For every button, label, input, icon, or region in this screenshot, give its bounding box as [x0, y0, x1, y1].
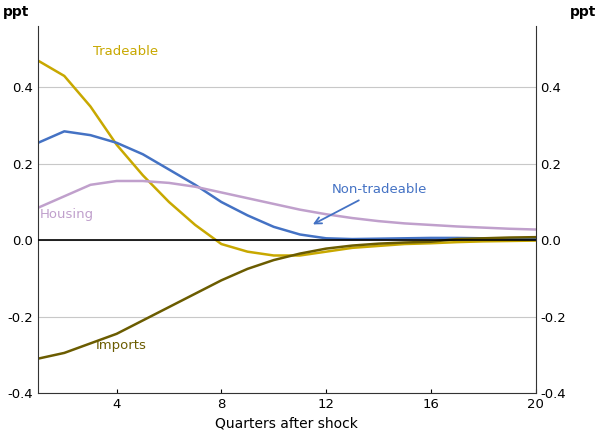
Text: Non-tradeable: Non-tradeable: [314, 183, 427, 224]
Text: Tradeable: Tradeable: [93, 45, 158, 58]
Text: Housing: Housing: [40, 208, 94, 221]
Text: Imports: Imports: [96, 339, 146, 352]
X-axis label: Quarters after shock: Quarters after shock: [215, 416, 358, 430]
Text: ppt: ppt: [571, 5, 597, 19]
Text: ppt: ppt: [3, 5, 29, 19]
